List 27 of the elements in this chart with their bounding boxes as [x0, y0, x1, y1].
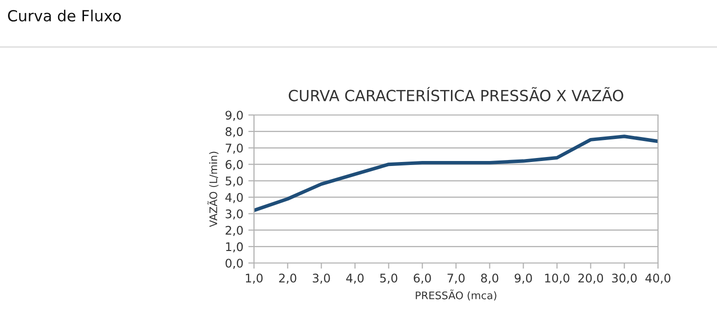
- x-tick-label: 4,0: [346, 274, 364, 284]
- x-tick-label: 10,0: [545, 274, 570, 284]
- x-tick-label: 40,0: [645, 274, 670, 284]
- x-tick-label: 30,0: [612, 274, 637, 284]
- y-tick-label: 2,0: [226, 226, 243, 236]
- x-tick-label: 7,0: [448, 274, 465, 284]
- x-tick-label: 1,0: [246, 274, 263, 284]
- y-tick-label: 8,0: [226, 127, 243, 138]
- text: Curva de Fluxo: [8, 10, 121, 22]
- x-tick-label: 20,0: [578, 274, 604, 284]
- x-tick-label: 5,0: [380, 274, 398, 284]
- y-tick-label: 9,0: [226, 110, 243, 121]
- y-axis-title: VAZÃO (L/min): [208, 152, 218, 228]
- y-tick-label: 3,0: [226, 209, 243, 220]
- y-tick-label: 5,0: [226, 176, 243, 187]
- x-axis-title: PRESSÃO (mca): [416, 290, 496, 301]
- x-tick-label: 6,0: [414, 274, 431, 284]
- chart-title: CURVA CARACTERÍSTICA PRESSÃO X VAZÃO: [288, 86, 624, 102]
- y-tick-label: 6,0: [226, 160, 243, 170]
- x-tick-label: 9,0: [514, 274, 532, 284]
- y-tick-label: 0,0: [226, 258, 243, 269]
- x-tick-label: 8,0: [481, 274, 498, 284]
- y-tick-label: 7,0: [226, 144, 243, 154]
- x-tick-label: 2,0: [279, 274, 296, 284]
- y-tick-label: 4,0: [225, 192, 243, 204]
- y-tick-label: 1,0: [226, 242, 243, 252]
- x-tick-label: 3,0: [312, 274, 330, 284]
